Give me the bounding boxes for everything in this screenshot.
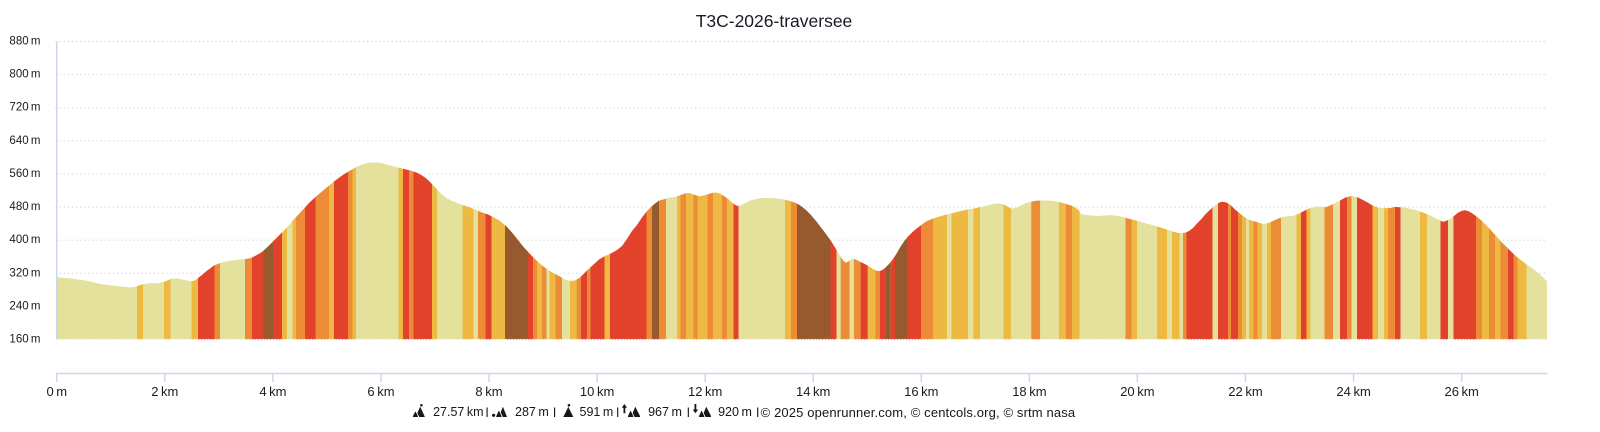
svg-text:22 km: 22 km <box>1228 384 1262 399</box>
svg-text:14 km: 14 km <box>796 384 830 399</box>
svg-text:8 km: 8 km <box>475 384 502 399</box>
svg-text:4 km: 4 km <box>259 384 286 399</box>
svg-text:880 m: 880 m <box>9 36 40 48</box>
svg-text:640 m: 640 m <box>9 135 40 147</box>
svg-text:480 m: 480 m <box>9 201 40 213</box>
svg-text:400 m: 400 m <box>9 234 40 246</box>
svg-text:6 km: 6 km <box>367 384 394 399</box>
svg-text:12 km: 12 km <box>688 384 722 399</box>
svg-text:10 km: 10 km <box>580 384 614 399</box>
svg-text:T3C-2026-traversee: T3C-2026-traversee <box>696 11 853 31</box>
svg-text:240 m: 240 m <box>9 300 40 312</box>
svg-text:18 km: 18 km <box>1012 384 1046 399</box>
svg-text:0 m: 0 m <box>46 384 67 399</box>
svg-text:16 km: 16 km <box>904 384 938 399</box>
svg-text:24 km: 24 km <box>1336 384 1370 399</box>
svg-text:720 m: 720 m <box>9 102 40 114</box>
svg-text:320 m: 320 m <box>9 267 40 279</box>
svg-text:160 m: 160 m <box>9 334 40 346</box>
svg-text:560 m: 560 m <box>9 168 40 180</box>
svg-text:20 km: 20 km <box>1120 384 1154 399</box>
svg-text:800 m: 800 m <box>9 69 40 81</box>
svg-text:26 km: 26 km <box>1444 384 1478 399</box>
svg-text:2 km: 2 km <box>151 384 178 399</box>
